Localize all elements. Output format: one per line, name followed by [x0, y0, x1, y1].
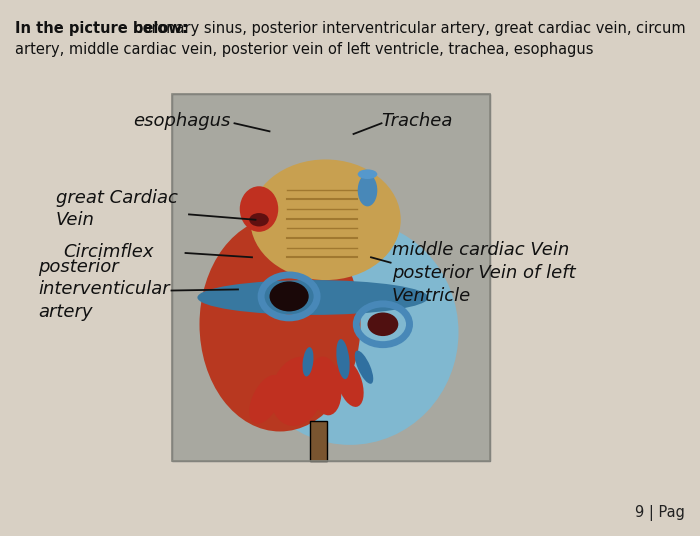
Ellipse shape: [249, 213, 269, 226]
Ellipse shape: [358, 169, 377, 179]
Ellipse shape: [309, 356, 342, 415]
Ellipse shape: [355, 351, 373, 384]
Ellipse shape: [239, 187, 279, 232]
Text: Trachea: Trachea: [382, 111, 453, 130]
FancyBboxPatch shape: [310, 421, 327, 461]
Text: coronary sinus, posterior interventricular artery, great cardiac vein, circum: coronary sinus, posterior interventricul…: [130, 21, 686, 36]
Ellipse shape: [336, 360, 364, 407]
Ellipse shape: [251, 160, 400, 280]
Text: artery, middle cardiac vein, posterior vein of left ventricle, trachea, esophagu: artery, middle cardiac vein, posterior v…: [15, 42, 594, 57]
Text: esophagus: esophagus: [133, 111, 230, 130]
Text: posterior
interventicular
artery: posterior interventicular artery: [38, 257, 170, 322]
Text: 9 | Pag: 9 | Pag: [635, 505, 685, 521]
Text: middle cardiac Vein
posterior Vein of left
Ventricle: middle cardiac Vein posterior Vein of le…: [392, 241, 575, 306]
Ellipse shape: [358, 174, 377, 206]
Ellipse shape: [197, 280, 428, 315]
Ellipse shape: [249, 375, 283, 424]
Ellipse shape: [241, 220, 458, 445]
Circle shape: [368, 312, 398, 336]
Text: Circimflex: Circimflex: [63, 243, 153, 261]
Ellipse shape: [271, 356, 324, 426]
Ellipse shape: [336, 339, 350, 379]
Ellipse shape: [302, 347, 314, 376]
Ellipse shape: [199, 217, 360, 431]
Circle shape: [270, 281, 309, 311]
Text: great Cardiac
Vein: great Cardiac Vein: [56, 189, 178, 229]
Text: In the picture below:: In the picture below:: [15, 21, 188, 36]
FancyBboxPatch shape: [172, 94, 490, 461]
